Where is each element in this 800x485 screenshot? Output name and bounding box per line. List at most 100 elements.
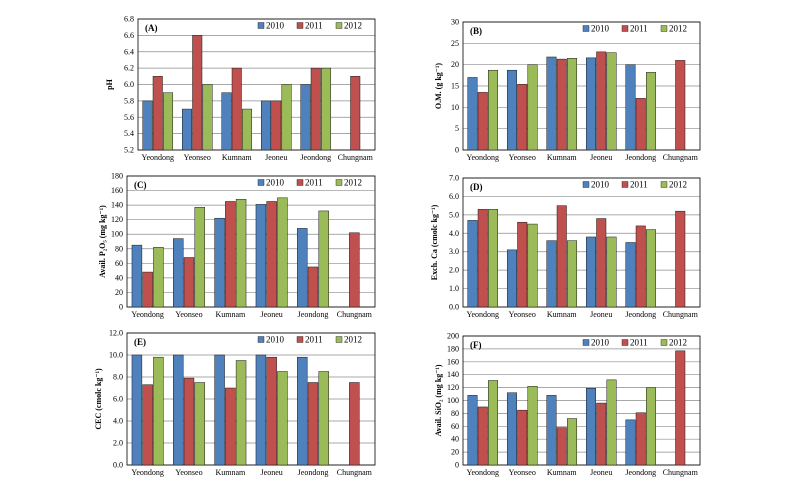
bar-2011-jeondong (307, 266, 319, 308)
y-tick-label: 12.0 (109, 329, 123, 338)
x-tick-label: Kumnam (547, 468, 578, 477)
panel-label: (B) (470, 26, 482, 36)
bar-2011-kumnam (556, 205, 567, 308)
x-tick-label: Chungnam (663, 468, 699, 477)
y-axis-title: Avail. P₂O₅ (mg kg⁻¹) (98, 205, 107, 278)
y-tick-label: 180 (447, 344, 459, 353)
chart-panel: 0.0 1.0 2.0 3.0 4.0 5.0 6.0 7.0 Yeondong Yeonseo K… (430, 174, 701, 319)
legend-label: 2012 (669, 180, 687, 190)
y-tick-label: 5.2 (124, 146, 134, 155)
x-tick-label: Yeonseo (509, 153, 536, 162)
bar-2011-jeondong (635, 412, 646, 466)
y-tick-label: 40 (451, 435, 459, 444)
bar-2012-kumnam (235, 360, 247, 466)
y-tick-label: 2.0 (449, 266, 459, 275)
y-tick-label: 6.0 (124, 80, 134, 89)
legend-label: 2012 (344, 178, 362, 188)
legend-label: 2011 (305, 178, 323, 188)
bar-2012-jeondong (646, 229, 657, 308)
bar-2012-jeoneu (281, 84, 292, 151)
bar-2011-yeonseo (517, 84, 528, 151)
bar-2011-jeondong (635, 225, 646, 308)
y-axis-title: pH (105, 78, 114, 89)
bar-2011-yeondong (152, 76, 163, 151)
y-tick-label: 60 (451, 422, 459, 431)
legend-label: 2010 (266, 178, 285, 188)
y-tick-label: 5.0 (449, 210, 459, 219)
bar-2011-jeoneu (271, 100, 282, 151)
x-tick-label: Jeondong (625, 468, 656, 477)
bar-2010-jeondong (625, 64, 636, 151)
bar-2011-chungnam (350, 76, 361, 151)
bar-2011-yeondong (142, 271, 153, 308)
bar-2012-kumnam (567, 58, 578, 151)
x-tick-label: Jeondong (298, 468, 329, 477)
x-tick-label: Kumnam (215, 310, 246, 319)
plot-frame (126, 175, 376, 308)
y-tick-label: 6.0 (113, 395, 123, 404)
y-tick-label: 20 (451, 60, 459, 69)
x-tick-label: Yeonseo (175, 310, 202, 319)
legend-swatch (335, 22, 343, 29)
bar-2011-yeonseo (183, 377, 195, 466)
x-tick-label: Jeoneu (261, 310, 283, 319)
x-tick-label: Jeondong (300, 153, 331, 162)
legend-swatch (257, 179, 265, 186)
bar-2011-jeondong (635, 98, 646, 151)
y-tick-label: 160 (447, 357, 459, 366)
bar-2011-jeoneu (266, 201, 277, 308)
bar-2010-yeondong (131, 244, 143, 308)
x-tick-label: Yeondong (131, 468, 164, 477)
chart-panel: 0 5 10 15 20 25 30 Yeondong Yeonseo Kumnam Jeoneu J… (434, 18, 701, 162)
bar-2011-kumnam (231, 67, 242, 151)
legend-label: 2011 (305, 335, 323, 345)
y-tick-label: 8.0 (113, 373, 123, 382)
legend-swatch (257, 336, 265, 343)
bar-2010-kumnam (546, 240, 557, 308)
bar-2011-yeondong (142, 384, 153, 466)
bar-2011-jeoneu (596, 218, 607, 308)
bar-2012-yeonseo (527, 64, 538, 151)
x-tick-label: Kumnam (222, 153, 253, 162)
x-tick-label: Jeoneu (590, 468, 612, 477)
legend-swatch (296, 22, 304, 29)
bar-2011-yeonseo (192, 35, 203, 151)
bar-2012-jeoneu (606, 52, 617, 151)
plot-frame (126, 332, 376, 466)
y-tick-label: 2.0 (113, 439, 123, 448)
legend-swatch (621, 181, 629, 188)
y-tick-label: 120 (447, 383, 459, 392)
bar-2012-yeonseo (194, 382, 205, 466)
y-tick-label: 6.2 (124, 64, 134, 73)
bar-2012-jeondong (646, 72, 657, 151)
bar-2010-yeondong (142, 100, 153, 151)
panel-label: (E) (134, 337, 146, 347)
legend-label: 2011 (630, 338, 648, 348)
legend-swatch (335, 179, 343, 186)
legend-label: 2010 (591, 24, 610, 34)
legend-swatch (257, 22, 265, 29)
bar-2012-jeoneu (606, 379, 617, 466)
y-axis-title: O.M. (g kg⁻¹) (434, 63, 443, 110)
bar-2010-kumnam (221, 92, 232, 151)
y-tick-label: 5.8 (124, 96, 134, 105)
x-tick-label: Yeondong (141, 153, 174, 162)
y-axis-title: CEC (cmolc kg⁻¹) (94, 368, 103, 430)
bar-2010-jeondong (300, 84, 311, 151)
chart-panel: 5.2 5.4 5.6 5.8 6.0 6.2 6.4 6.6 6.8 Yeondong Yeons… (105, 15, 376, 162)
bar-2011-jeoneu (596, 51, 607, 151)
legend-swatch (582, 339, 590, 346)
plot-frame (462, 335, 701, 466)
legend-label: 2011 (630, 24, 648, 34)
bar-2011-chungnam (675, 350, 686, 466)
y-tick-label: 0 (455, 146, 459, 155)
bar-2010-yeonseo (173, 238, 184, 308)
bar-2012-yeondong (153, 247, 164, 308)
bar-2011-chungnam (349, 382, 360, 466)
bar-2012-yeonseo (202, 84, 213, 151)
panel-label: (C) (134, 180, 147, 190)
legend-label: 2010 (266, 335, 285, 345)
y-tick-label: 40 (115, 273, 123, 282)
y-tick-label: 80 (451, 409, 459, 418)
x-tick-label: Yeonseo (509, 310, 536, 319)
